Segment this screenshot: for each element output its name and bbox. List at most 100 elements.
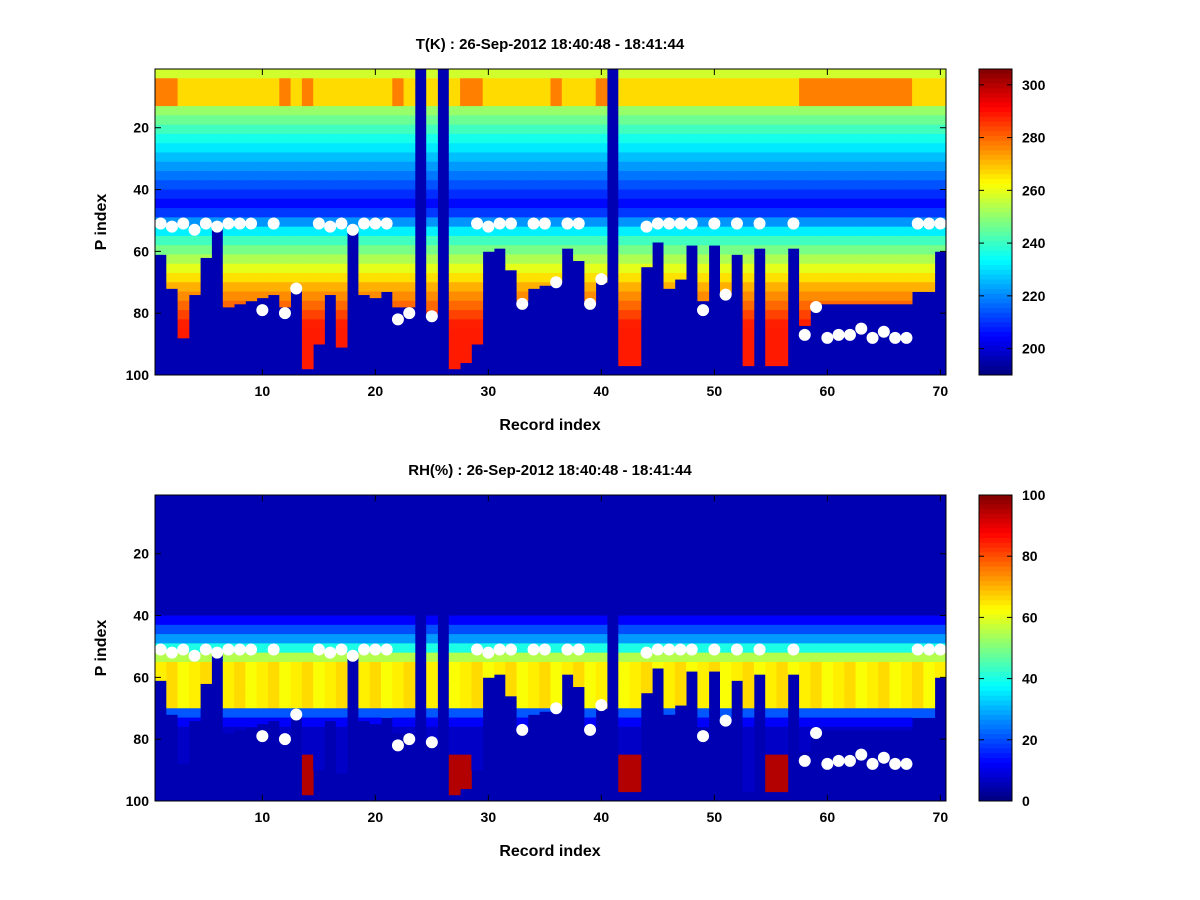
heatmap-cell — [550, 254, 563, 265]
heatmap-cell — [799, 597, 811, 607]
heatmap-cell — [279, 217, 291, 228]
colorbar-segment — [979, 365, 1012, 371]
heatmap-cell — [482, 235, 495, 246]
heatmap-cell — [753, 652, 766, 663]
heatmap-cell — [527, 578, 540, 589]
level-marker — [391, 313, 404, 326]
heatmap-cell — [527, 133, 540, 144]
heatmap-cell — [471, 133, 484, 144]
heatmap-cell — [618, 152, 630, 163]
heatmap-cell — [279, 235, 291, 246]
heatmap-cell — [527, 615, 540, 626]
heatmap-cell — [494, 624, 506, 635]
heatmap-cell — [369, 152, 382, 163]
heatmap-cell — [527, 634, 540, 644]
heatmap-cell — [177, 689, 190, 700]
heatmap-cell — [787, 78, 800, 88]
heatmap-cell — [256, 115, 269, 126]
heatmap-cell — [426, 606, 438, 616]
colorbar-segment — [979, 274, 1012, 280]
heatmap-cell — [640, 78, 653, 88]
heatmap-cell — [765, 578, 777, 589]
heatmap-cell — [776, 328, 789, 339]
heatmap-cell — [821, 96, 834, 107]
heatmap-cell — [878, 597, 890, 607]
heatmap-cell — [347, 124, 359, 135]
heatmap-cell — [629, 495, 642, 505]
heatmap-cell — [426, 634, 438, 644]
heatmap-cell — [324, 661, 337, 672]
heatmap-cell — [753, 171, 766, 181]
colorbar-segment — [979, 700, 1012, 706]
heatmap-cell — [878, 235, 890, 246]
heatmap-cell — [448, 337, 461, 348]
heatmap-cell — [765, 87, 777, 98]
heatmap-cell — [923, 578, 936, 589]
heatmap-cell — [652, 615, 664, 626]
heatmap-cell — [776, 208, 789, 218]
heatmap-cell — [618, 754, 630, 765]
heatmap-cell — [505, 263, 517, 271]
heatmap-cell — [731, 550, 743, 561]
heatmap-cell — [821, 208, 834, 218]
level-marker — [312, 217, 325, 230]
heatmap-cell — [866, 78, 879, 88]
heatmap-cell — [177, 152, 190, 163]
heatmap-cell — [369, 282, 382, 292]
heatmap-cell — [177, 245, 190, 255]
heatmap-cell — [211, 78, 224, 88]
heatmap-cell — [313, 634, 325, 644]
heatmap-cell — [471, 726, 484, 737]
heatmap-cell — [765, 198, 777, 209]
heatmap-cell — [742, 254, 755, 265]
heatmap-cell — [573, 504, 585, 514]
heatmap-cell — [268, 152, 280, 163]
heatmap-cell — [923, 708, 936, 718]
heatmap-cell — [708, 96, 721, 107]
heatmap-cell — [889, 87, 902, 98]
heatmap-cell — [584, 671, 597, 681]
heatmap-cell — [324, 606, 337, 616]
heatmap-cell — [753, 597, 766, 607]
heatmap-cell — [629, 133, 642, 144]
heatmap-cell — [731, 189, 743, 200]
heatmap-cell — [866, 606, 879, 616]
heatmap-cell — [381, 78, 393, 88]
heatmap-cell — [188, 124, 201, 135]
heatmap-cell — [787, 198, 800, 209]
heatmap-cell — [618, 699, 630, 709]
heatmap-cell — [810, 217, 823, 228]
heatmap-cell — [833, 699, 845, 709]
heatmap-cell — [720, 124, 732, 135]
heatmap-cell — [279, 550, 291, 561]
heatmap-cell — [177, 522, 190, 533]
heatmap-cell — [674, 615, 687, 626]
heatmap-cell — [494, 559, 506, 570]
level-marker — [787, 217, 800, 230]
heatmap-cell — [912, 495, 924, 505]
level-marker — [843, 328, 856, 341]
heatmap-cell — [335, 615, 348, 626]
heatmap-cell — [301, 319, 314, 330]
level-marker — [923, 217, 936, 230]
heatmap-cell — [629, 337, 642, 348]
heatmap-cell — [188, 541, 201, 552]
heatmap-cell — [494, 652, 506, 663]
heatmap-cell — [912, 208, 924, 218]
heatmap-cell — [268, 634, 280, 644]
heatmap-cell — [335, 745, 348, 756]
heatmap-cell — [268, 235, 280, 246]
colorbar-segment — [979, 241, 1012, 247]
heatmap-cell — [448, 522, 461, 533]
heatmap-cell — [629, 559, 642, 570]
heatmap-cell — [392, 708, 404, 718]
heatmap-cell — [268, 550, 280, 561]
temperature-plot-frame — [154, 68, 947, 376]
heatmap-cell — [663, 263, 676, 274]
colorbar-segment — [979, 107, 1012, 113]
heatmap-cell — [821, 245, 834, 255]
heatmap-cell — [900, 273, 913, 283]
heatmap-cell — [471, 634, 484, 644]
heatmap-cell — [742, 273, 755, 283]
heatmap-cell — [663, 587, 676, 598]
